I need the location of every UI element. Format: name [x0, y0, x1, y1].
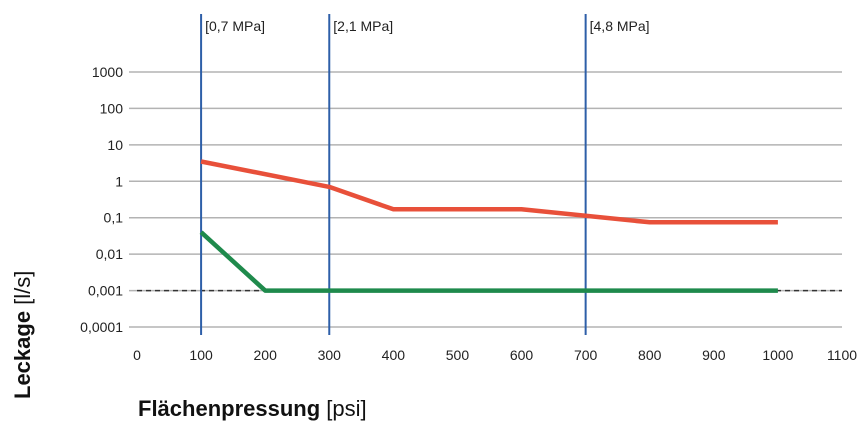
y-tick-label: 1000	[92, 64, 123, 80]
x-tick-label: 100	[189, 347, 213, 363]
y-axis-title-bold: Leckage	[10, 311, 35, 399]
y-axis-title-unit: [l/s]	[10, 271, 35, 311]
series-lines	[199, 159, 778, 293]
y-tick-label: 0,01	[96, 246, 123, 262]
x-tick-label: 900	[702, 347, 726, 363]
x-tick-label: 800	[638, 347, 662, 363]
vertical-markers: [0,7 MPa] [2,1 MPa] [4,8 MPa]	[200, 14, 650, 335]
series-line	[199, 230, 778, 293]
x-axis-title-bold: Flächenpressung	[138, 396, 320, 421]
marker-label: [4,8 MPa]	[590, 18, 650, 34]
x-axis-title-unit: [psi]	[320, 396, 366, 421]
series-line	[200, 159, 778, 225]
x-tick-label: 1000	[762, 347, 793, 363]
x-tick-label: 200	[254, 347, 278, 363]
marker-label: [0,7 MPa]	[205, 18, 265, 34]
y-axis-title: Leckage [l/s]	[10, 271, 35, 399]
y-tick-label: 0,1	[104, 210, 124, 226]
x-tick-label: 600	[510, 347, 534, 363]
marker-label: [2,1 MPa]	[333, 18, 393, 34]
y-tick-label: 100	[100, 100, 124, 116]
x-tick-label: 500	[446, 347, 470, 363]
y-tick-label: 0,0001	[80, 319, 123, 335]
x-tick-labels: 0 100 200 300 400 500 600 700 800 900 1000 1100	[133, 347, 857, 363]
y-tick-labels: 0,0001 0,001 0,01 0,1 1 10 100 1000	[80, 64, 123, 335]
x-tick-label: 1100	[827, 347, 857, 363]
y-tick-label: 10	[107, 137, 123, 153]
x-tick-label: 300	[318, 347, 342, 363]
x-axis-title: Flächenpressung [psi]	[138, 396, 367, 421]
x-tick-label: 0	[133, 347, 141, 363]
y-tick-label: 0,001	[88, 283, 123, 299]
x-tick-label: 700	[574, 347, 598, 363]
y-tick-label: 1	[115, 173, 123, 189]
x-tick-label: 400	[382, 347, 406, 363]
